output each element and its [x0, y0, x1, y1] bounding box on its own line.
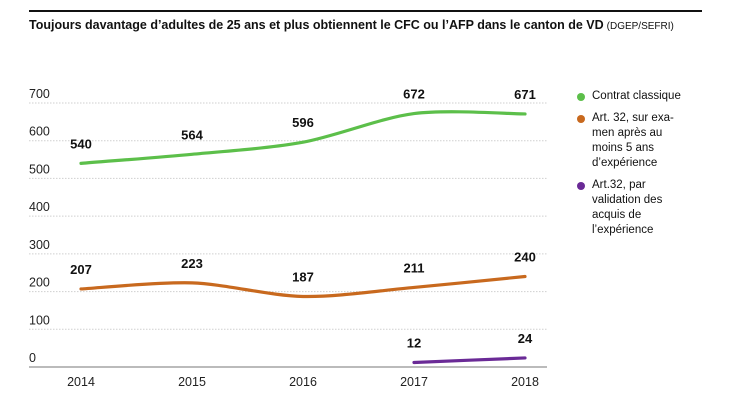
legend-label-line: d’expérience	[592, 157, 658, 169]
y-tick-label: 300	[29, 238, 50, 252]
y-tick-label: 200	[29, 276, 50, 290]
data-label: 211	[404, 260, 425, 275]
legend-label-line: Art. 32, sur exa-	[592, 112, 674, 124]
legend-label-line: moins 5 ans	[592, 142, 655, 154]
x-tick-label: 2016	[289, 375, 317, 389]
legend-label-line: Art.32, par	[592, 179, 646, 191]
series-line-0	[79, 110, 527, 165]
x-tick-label: 2015	[178, 375, 206, 389]
data-label: 24	[518, 331, 533, 346]
legend-dot-icon	[577, 93, 585, 101]
y-tick-label: 500	[29, 162, 50, 176]
legend-label-line: acquis de	[592, 209, 642, 221]
data-label: 12	[407, 335, 421, 350]
data-label: 207	[70, 262, 92, 277]
legend-dot-icon	[577, 115, 585, 123]
x-tick-label: 2014	[67, 375, 95, 389]
data-label: 540	[70, 136, 92, 151]
data-label: 596	[292, 115, 314, 130]
data-label: 671	[514, 87, 536, 102]
data-label: 187	[292, 269, 314, 284]
y-tick-label: 400	[29, 200, 50, 214]
legend-dot-icon	[577, 182, 585, 190]
legend-item: Art. 32, sur exa-men après au moins 5 ans…	[577, 111, 717, 171]
series-line-2	[412, 356, 527, 365]
x-tick-label: 2018	[511, 375, 539, 389]
y-tick-label: 0	[29, 351, 36, 365]
y-tick-label: 100	[29, 313, 50, 327]
legend-label-line: validation des	[592, 194, 663, 206]
legend-label-line: men après au	[592, 127, 663, 139]
legend-item: Contrat classique	[577, 89, 717, 104]
y-tick-label: 700	[29, 87, 50, 101]
legend-label-line: l’expérience	[592, 224, 654, 236]
data-label: 564	[181, 127, 203, 142]
data-label: 223	[181, 256, 203, 271]
chart-title-text: Toujours davantage d’adultes de 25 ans e…	[29, 18, 604, 32]
series-line-1	[79, 274, 527, 299]
chart-title: Toujours davantage d’adultes de 25 ans e…	[29, 18, 709, 32]
legend-item: Art.32, par validation des acquis de l’expé…	[577, 178, 717, 238]
data-label: 240	[514, 249, 536, 264]
top-rule	[29, 10, 702, 12]
data-label: 672	[403, 87, 425, 102]
x-tick-label: 2017	[400, 375, 428, 389]
y-tick-label: 600	[29, 125, 50, 139]
chart-source: (DGEP/SEFRI)	[606, 21, 674, 32]
legend-label-line: Contrat classique	[592, 90, 681, 102]
chart-legend: Contrat classique Art. 32, sur exa-men ap…	[577, 89, 717, 245]
